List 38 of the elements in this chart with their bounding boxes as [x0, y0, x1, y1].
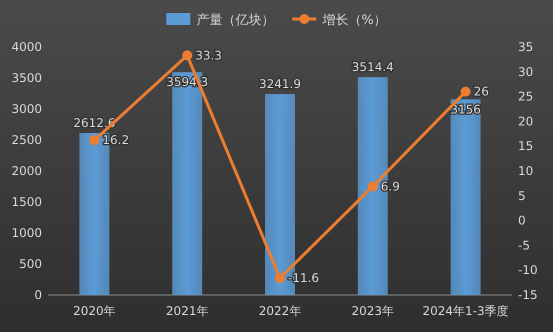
y2-tick-label: 25: [518, 90, 534, 104]
y2-tick-label: 15: [518, 139, 534, 154]
y-tick-label: 1500: [11, 195, 42, 209]
y2-tick-label: 35: [518, 40, 534, 54]
legend-label: 产量（亿块）: [196, 13, 274, 28]
y-tick-label: 3500: [11, 71, 42, 85]
point: [89, 135, 100, 146]
data-label: 3514.4: [352, 60, 394, 74]
point: [368, 181, 378, 192]
y-tick-label: 1000: [11, 226, 42, 240]
point: [460, 86, 471, 97]
data-label: 3241.9: [259, 77, 301, 91]
point: [182, 50, 192, 60]
y-tick-label: 0: [34, 288, 42, 302]
y2-tick-label: -10: [518, 263, 538, 278]
point: [275, 273, 285, 284]
x-tick-label: 2023年: [352, 304, 394, 318]
data-label: 3156: [450, 102, 481, 116]
x-tick-label: 2022年: [258, 304, 302, 318]
y-tick-label: 2000: [11, 164, 42, 178]
y2-tick-label: 20: [518, 114, 534, 128]
y-tick-label: 3000: [11, 102, 42, 116]
data-label: 33.3: [195, 48, 222, 62]
x-tick-label: 2021年: [166, 304, 208, 318]
x-tick-label: 2024年1-3季度: [422, 304, 509, 318]
y2-tick-label: 10: [518, 164, 534, 178]
y2-tick-label: -5: [518, 238, 530, 252]
y2-tick-label: -15: [518, 288, 538, 302]
y2-tick-label: 5: [518, 188, 526, 203]
bar: [450, 99, 481, 295]
y-tick-label: 4000: [11, 40, 42, 54]
legend-label: 增长（%）: [321, 13, 387, 28]
y-tick-label: 2500: [11, 133, 42, 147]
x-tick-label: 2020年: [73, 304, 116, 318]
y-tick-label: 500: [19, 257, 42, 271]
y2-tick-label: 30: [518, 64, 534, 79]
y2-tick-label: 0: [518, 214, 526, 228]
data-label: 26: [474, 84, 489, 99]
